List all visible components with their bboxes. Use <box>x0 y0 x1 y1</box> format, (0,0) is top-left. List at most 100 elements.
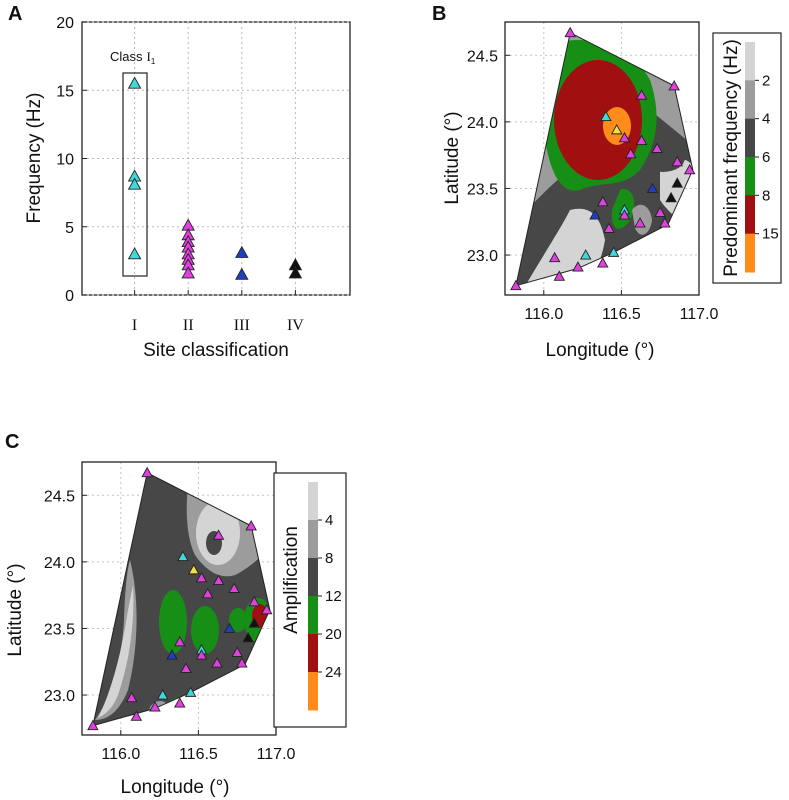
c-station-marker <box>149 701 161 712</box>
b-station-marker <box>572 261 584 272</box>
c-station-marker <box>141 466 153 478</box>
c-colorbar-label: 4 <box>325 512 333 529</box>
c-station-marker <box>260 603 273 615</box>
c-station-marker <box>223 622 236 633</box>
panel-b: B 116.0 116.5 117.0 23.0 23.5 24.0 24.5 Latit… <box>432 3 782 361</box>
c-colorbar-label: 12 <box>325 588 342 605</box>
c-station-marker <box>130 710 143 721</box>
b-colorbar-label: 6 <box>762 149 770 166</box>
panel-a-gridlines <box>82 21 350 296</box>
a-ytick-label: 20 <box>56 15 74 32</box>
b-station-marker <box>668 79 680 91</box>
panel-c-xlabel: Longitude (°) <box>121 777 230 798</box>
b-ytick-label: 24.5 <box>467 48 498 65</box>
panel-c-letter: C <box>5 431 19 453</box>
c-colorbar-swatch <box>308 596 318 635</box>
c-station-marker <box>228 582 240 593</box>
panel-b-y-ticks: 23.0 23.5 24.0 24.5 <box>467 48 510 265</box>
c-station-marker <box>156 689 169 700</box>
panel-a-ylabel: Frequency (Hz) <box>24 93 45 224</box>
panel-b-colorbar: 2 4 6 8 15 <box>745 42 779 273</box>
b-station-marker <box>597 257 609 268</box>
b-station-marker <box>564 26 576 38</box>
c-station-marker <box>187 563 200 575</box>
panel-a-points <box>127 76 303 280</box>
c-station-marker <box>195 571 208 583</box>
b-station-marker <box>683 163 696 175</box>
c-ytick-label: 24.5 <box>44 488 75 505</box>
b-station-marker <box>659 217 671 228</box>
b-xtick-label: 116.5 <box>602 306 641 323</box>
panel-b-x-ticks: 116.0 116.5 117.0 <box>524 290 719 323</box>
b-colorbar-swatch <box>745 118 755 158</box>
b-colorbar-swatch <box>745 80 755 120</box>
c-station-marker <box>242 631 254 643</box>
a-xtick-label: IV <box>287 317 304 334</box>
c-station-marker <box>87 719 99 731</box>
c-station-marker <box>174 635 186 647</box>
b-station-marker <box>651 142 663 153</box>
c-station-marker <box>125 691 138 703</box>
panel-c-colorbar: 4 8 12 20 24 <box>308 482 342 711</box>
panel-a-x-ticks: I II III IV <box>132 290 304 334</box>
c-station-marker <box>174 697 186 708</box>
a-ytick-label: 0 <box>65 288 74 305</box>
a-point-III <box>235 267 249 280</box>
b-colorbar-swatch <box>745 42 755 81</box>
b-station-marker <box>510 279 522 291</box>
a-point-I <box>127 177 142 190</box>
c-colorbar-swatch <box>308 520 318 559</box>
b-station-marker <box>634 217 646 228</box>
c-ytick-label: 23.0 <box>44 688 75 705</box>
c-colorbar-label: 20 <box>325 626 342 643</box>
a-point-I <box>127 76 142 89</box>
b-station-marker <box>671 177 684 188</box>
c-station-marker <box>177 550 189 562</box>
c-colorbar-label: 8 <box>325 550 333 567</box>
panel-a-letter: A <box>8 3 22 25</box>
panel-b-letter: B <box>432 3 446 25</box>
c-station-marker <box>245 519 257 531</box>
panel-a-xlabel: Site classification <box>143 340 289 361</box>
c-ytick-label: 23.5 <box>44 621 75 638</box>
b-ytick-label: 23.0 <box>467 248 498 265</box>
c-colorbar-swatch <box>308 634 318 673</box>
b-colorbar-label: 8 <box>762 187 770 204</box>
panel-c-ylabel: Latitude (°) <box>5 563 26 656</box>
c-ytick-label: 24.0 <box>44 555 75 572</box>
b-colorbar-label: 2 <box>762 72 770 89</box>
a-point-I <box>127 247 142 260</box>
panel-b-ylabel: Latitude (°) <box>442 111 463 204</box>
c-station-marker <box>166 649 178 660</box>
c-station-marker <box>212 574 225 585</box>
c-station-marker <box>201 587 214 599</box>
c-colorbar-swatch <box>308 672 318 711</box>
b-colorbar-swatch <box>745 195 755 235</box>
panel-c-colorbar-title: Amplification <box>281 526 302 634</box>
b-colorbar-swatch <box>745 233 755 273</box>
a-point-IV <box>288 266 303 279</box>
a-point-III <box>235 245 249 258</box>
panel-b-colorbar-title: Predominant frequency (Hz) <box>721 39 742 277</box>
panel-b-frame <box>504 21 700 296</box>
b-station-marker <box>618 209 631 220</box>
panel-a-y-ticks: 0 5 10 15 20 <box>56 15 87 305</box>
c-station-marker <box>231 646 243 657</box>
a-xtick-label: II <box>183 317 194 334</box>
b-station-marker <box>610 123 623 135</box>
c-station-marker <box>212 529 225 540</box>
b-station-marker <box>607 246 620 257</box>
b-station-marker <box>603 222 615 233</box>
panel-c-x-ticks: 116.0 116.5 117.0 <box>101 730 296 763</box>
b-xtick-label: 116.0 <box>524 306 563 323</box>
class-i1-label: Class I1 <box>110 49 156 66</box>
c-station-marker <box>180 662 192 673</box>
c-station-marker <box>248 617 261 628</box>
c-boundary <box>92 471 271 727</box>
b-station-marker <box>635 89 648 100</box>
c-station-marker <box>248 595 261 607</box>
c-colorbar-label: 24 <box>325 664 342 681</box>
c-station-marker <box>195 649 208 660</box>
a-ytick-label: 15 <box>56 83 74 100</box>
